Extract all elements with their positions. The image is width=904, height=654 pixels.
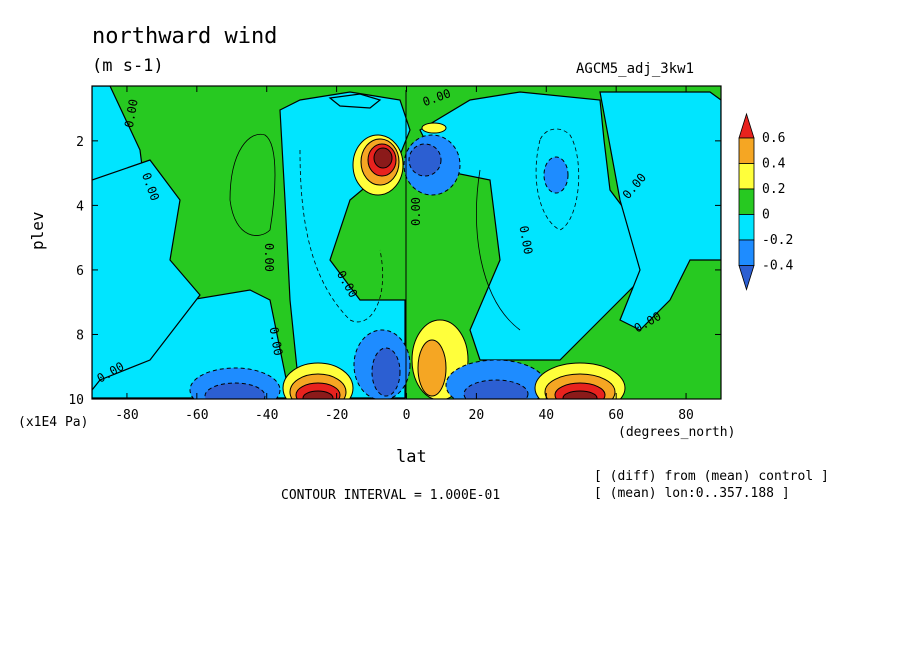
colorbar-segment (738, 239, 755, 266)
colorbar-segment (738, 137, 755, 164)
pos-lower-20s-4 (302, 390, 334, 399)
colorbar-label: -0.4 (762, 259, 793, 274)
contour-labels: 0.00 0.00 0.00 0.00 0.00 0.00 0.00 0.00 … (95, 86, 664, 386)
colorbar-label: 0.6 (762, 131, 785, 146)
contour-label: 0.00 (517, 225, 536, 256)
neg-40n (543, 156, 569, 194)
contour-label: 0.00 (267, 326, 286, 357)
colorbar: 0.6 0.4 0.2 0 -0.2 -0.4 (738, 112, 793, 291)
colorbar-segment (738, 214, 755, 241)
contour-line (299, 149, 384, 323)
pos-lower-45n-4 (562, 390, 598, 399)
neg-lower-45s-2 (204, 382, 266, 399)
pos-upper-4 (373, 147, 393, 169)
x-tick-label: -40 (255, 408, 278, 423)
region-neg-east (419, 91, 651, 361)
x-tick-label: 0 (403, 408, 411, 423)
colorbar-arrow-top (738, 112, 755, 139)
colorbar-arrow-bottom (738, 265, 755, 291)
contour-label: 0.00 (122, 98, 141, 129)
neg-lower-5s-2 (371, 347, 401, 397)
y-tick-label: 8 (76, 328, 84, 343)
x-tick-label: -20 (325, 408, 348, 423)
neg-lower-25n-2 (463, 379, 529, 399)
contour-line (229, 133, 276, 236)
neg-upper-2 (408, 143, 442, 177)
region-neg-top (328, 93, 382, 109)
colorbar-label: -0.2 (762, 233, 793, 248)
contour-line (476, 169, 521, 331)
y-tick-label: 6 (76, 264, 84, 279)
note-mean: [ (mean) lon:0..357.188 ] (594, 486, 790, 501)
contour-label: 0.00 (262, 243, 276, 272)
region-neg-west-low (92, 159, 201, 391)
contour-interval: CONTOUR INTERVAL = 1.000E-01 (281, 488, 501, 503)
y-tick-label: 4 (76, 199, 84, 214)
x-tick-label: 20 (469, 408, 485, 423)
contour-label: 0.00 (409, 197, 423, 226)
colorbar-segment (738, 188, 755, 215)
y-tick-label: 10 (68, 393, 84, 408)
x-tick-label: 80 (678, 408, 694, 423)
x-tick-label: -60 (185, 408, 208, 423)
run-label: AGCM5_adj_3kw1 (576, 61, 695, 77)
colorbar-segment (738, 163, 755, 190)
pos-top-small (421, 122, 447, 134)
colorbar-label: 0.4 (762, 157, 786, 172)
colorbar-label: 0 (762, 208, 770, 223)
note-diff: [ (diff) from (mean) control ] (594, 469, 829, 484)
axes: -80 -60 -40 -20 0 20 40 60 80 2 4 6 8 10 (68, 86, 721, 423)
plot-area (92, 86, 721, 399)
y-axis-units: (x1E4 Pa) (18, 415, 89, 430)
x-axis-label: lat (396, 447, 427, 467)
x-tick-label: 60 (608, 408, 624, 423)
x-tick-label: -80 (115, 408, 138, 423)
colorbar-label: 0.2 (762, 182, 785, 197)
x-axis-units: (degrees_north) (618, 425, 736, 440)
region-neg-far-east (599, 91, 721, 331)
pos-lower-5n-2 (417, 339, 447, 397)
y-tick-label: 2 (76, 135, 84, 150)
x-tick-label: 40 (538, 408, 554, 423)
contour-line (535, 128, 580, 231)
chart-units: (m s-1) (92, 56, 164, 76)
chart-title: northward wind (92, 24, 278, 49)
